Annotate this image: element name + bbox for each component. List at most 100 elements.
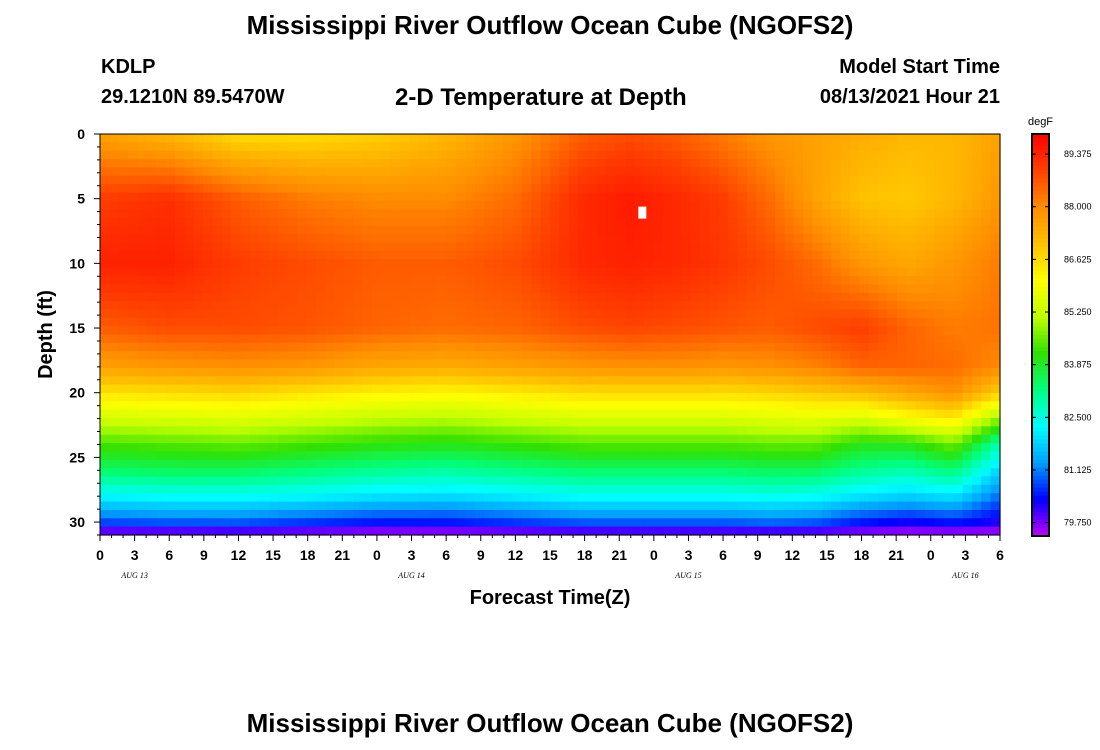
- heatmap-cell: [128, 476, 139, 486]
- heatmap-cell: [878, 225, 889, 235]
- x-tick-label: 18: [300, 547, 316, 563]
- heatmap-cell: [793, 317, 804, 327]
- heatmap-cell: [353, 518, 364, 528]
- heatmap-cell: [690, 209, 701, 219]
- heatmap-cell: [943, 150, 954, 160]
- heatmap-cell: [334, 142, 345, 152]
- heatmap-cell: [737, 426, 748, 436]
- heatmap-cell: [250, 175, 260, 185]
- heatmap-cell: [953, 443, 964, 453]
- heatmap-cell: [990, 434, 1001, 444]
- heatmap-cell: [728, 184, 739, 194]
- heatmap-cell: [971, 376, 982, 386]
- heatmap-cell: [456, 284, 467, 294]
- heatmap-cell: [934, 418, 945, 427]
- heatmap-cell: [418, 484, 429, 494]
- heatmap-cell: [390, 326, 401, 336]
- heatmap-cell: [784, 301, 795, 311]
- heatmap-cell: [821, 326, 832, 336]
- heatmap-cell: [381, 159, 392, 169]
- heatmap-cell: [775, 142, 785, 152]
- heatmap-cell: [446, 376, 457, 386]
- heatmap-cell: [221, 217, 232, 227]
- heatmap-cell: [315, 426, 326, 436]
- heatmap-cell: [362, 217, 373, 227]
- heatmap-cell: [990, 234, 1001, 244]
- heatmap-cell: [428, 526, 439, 536]
- heatmap-cell: [981, 284, 992, 294]
- heatmap-cell: [746, 392, 757, 402]
- heatmap-cell: [371, 359, 382, 369]
- heatmap-cell: [203, 184, 214, 194]
- heatmap-cell: [718, 526, 729, 536]
- heatmap-cell: [643, 317, 654, 327]
- heatmap-cell: [915, 418, 926, 427]
- heatmap-cell: [184, 209, 195, 219]
- heatmap-cell: [821, 184, 832, 194]
- heatmap-cell: [718, 351, 729, 361]
- heatmap-cell: [615, 150, 626, 160]
- heatmap-cell: [100, 234, 110, 244]
- heatmap-cell: [306, 309, 317, 319]
- heatmap-cell: [278, 509, 289, 519]
- heatmap-cell: [193, 434, 204, 444]
- heatmap-cell: [465, 200, 476, 210]
- heatmap-cell: [137, 443, 148, 453]
- heatmap-cell: [643, 342, 654, 352]
- heatmap-cell: [803, 509, 814, 519]
- heatmap-cell: [400, 192, 410, 202]
- heatmap-cell: [465, 392, 476, 402]
- heatmap-cell: [765, 484, 776, 494]
- heatmap-cell: [175, 351, 185, 361]
- heatmap-cell: [868, 309, 879, 319]
- heatmap-cell: [662, 376, 673, 386]
- heatmap-cell: [550, 509, 560, 519]
- heatmap-cell: [550, 134, 560, 143]
- heatmap-cell: [718, 267, 729, 277]
- heatmap-cell: [568, 276, 579, 285]
- heatmap-cell: [925, 309, 935, 319]
- heatmap-cell: [915, 334, 926, 344]
- heatmap-cell: [315, 175, 326, 185]
- heatmap-cell: [521, 225, 532, 235]
- heatmap-cell: [146, 292, 157, 302]
- heatmap-cell: [118, 359, 129, 369]
- heatmap-cell: [203, 200, 214, 210]
- heatmap-cell: [700, 426, 710, 436]
- heatmap-cell: [700, 175, 710, 185]
- heatmap-cell: [512, 484, 523, 494]
- heatmap-cell: [212, 518, 223, 528]
- heatmap-cell: [943, 159, 954, 169]
- heatmap-cell: [784, 451, 795, 461]
- heatmap-cell: [803, 493, 814, 503]
- heatmap-cell: [981, 326, 992, 336]
- heatmap-cell: [400, 159, 410, 169]
- heatmap-cell: [128, 317, 139, 327]
- heatmap-cell: [700, 359, 710, 369]
- heatmap-cell: [446, 284, 457, 294]
- heatmap-cell: [737, 384, 748, 394]
- heatmap-cell: [362, 142, 373, 152]
- heatmap-cell: [831, 526, 842, 536]
- heatmap-cell: [859, 384, 870, 394]
- heatmap-cell: [831, 392, 842, 402]
- heatmap-cell: [137, 200, 148, 210]
- heatmap-cell: [531, 501, 542, 511]
- heatmap-cell: [231, 301, 242, 311]
- heatmap-cell: [109, 184, 120, 194]
- heatmap-cell: [671, 317, 682, 327]
- heatmap-cell: [418, 376, 429, 386]
- heatmap-cell: [906, 175, 917, 185]
- heatmap-cell: [896, 167, 907, 177]
- heatmap-cell: [203, 443, 214, 453]
- heatmap-cell: [728, 384, 739, 394]
- heatmap-cell: [821, 392, 832, 402]
- heatmap-cell: [165, 376, 176, 386]
- heatmap-cell: [409, 159, 420, 169]
- heatmap-cell: [981, 493, 992, 503]
- heatmap-cell: [503, 301, 514, 311]
- heatmap-cell: [531, 267, 542, 277]
- colorbar-tick-label: 83.875: [1064, 360, 1092, 370]
- heatmap-cell: [643, 459, 654, 469]
- axis-ticks: 0 3 6 9 12 15 18 21 0 3 6 9 12 15 18 21 0 3 6 9 12 15 18 21 0 3 6A…: [69, 126, 1004, 580]
